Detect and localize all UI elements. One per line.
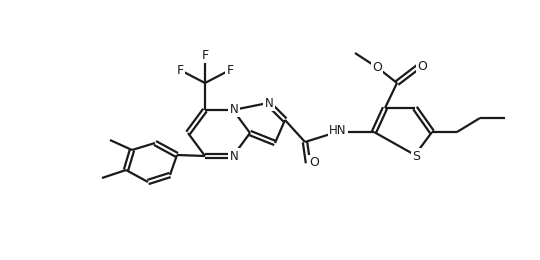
Text: N: N: [230, 102, 238, 115]
Text: N: N: [265, 96, 273, 109]
Text: O: O: [417, 60, 427, 73]
Text: HN: HN: [329, 124, 347, 136]
Text: F: F: [201, 49, 208, 62]
Text: N: N: [230, 150, 238, 162]
Text: O: O: [309, 157, 319, 170]
Text: O: O: [372, 61, 382, 74]
Text: F: F: [177, 63, 184, 76]
Text: F: F: [226, 63, 234, 76]
Text: S: S: [412, 150, 420, 162]
